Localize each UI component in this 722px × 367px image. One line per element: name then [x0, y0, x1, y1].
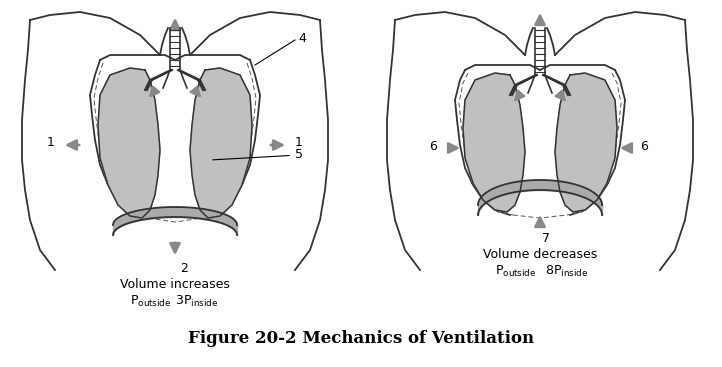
- Polygon shape: [463, 73, 525, 212]
- Text: P$_{\rm inside}$: P$_{\rm inside}$: [553, 264, 588, 279]
- Text: 4: 4: [298, 32, 306, 44]
- Polygon shape: [555, 73, 617, 212]
- Text: P$_{\rm outside}$: P$_{\rm outside}$: [130, 294, 172, 309]
- Text: P$_{\rm inside}$: P$_{\rm inside}$: [183, 294, 218, 309]
- Text: 6: 6: [429, 139, 437, 153]
- Text: Figure 20-2 Mechanics of Ventilation: Figure 20-2 Mechanics of Ventilation: [188, 330, 534, 347]
- Text: 2: 2: [180, 262, 188, 275]
- Polygon shape: [190, 68, 252, 218]
- Text: 3: 3: [175, 294, 183, 307]
- Polygon shape: [98, 68, 160, 218]
- Text: 8: 8: [545, 264, 553, 277]
- Text: P$_{\rm outside}$: P$_{\rm outside}$: [495, 264, 536, 279]
- Text: Volume decreases: Volume decreases: [483, 248, 597, 261]
- Text: 6: 6: [640, 139, 648, 153]
- Text: 1: 1: [295, 137, 303, 149]
- Text: 1: 1: [47, 137, 55, 149]
- Text: Volume increases: Volume increases: [120, 278, 230, 291]
- Text: 5: 5: [213, 149, 303, 161]
- Text: 7: 7: [542, 232, 550, 245]
